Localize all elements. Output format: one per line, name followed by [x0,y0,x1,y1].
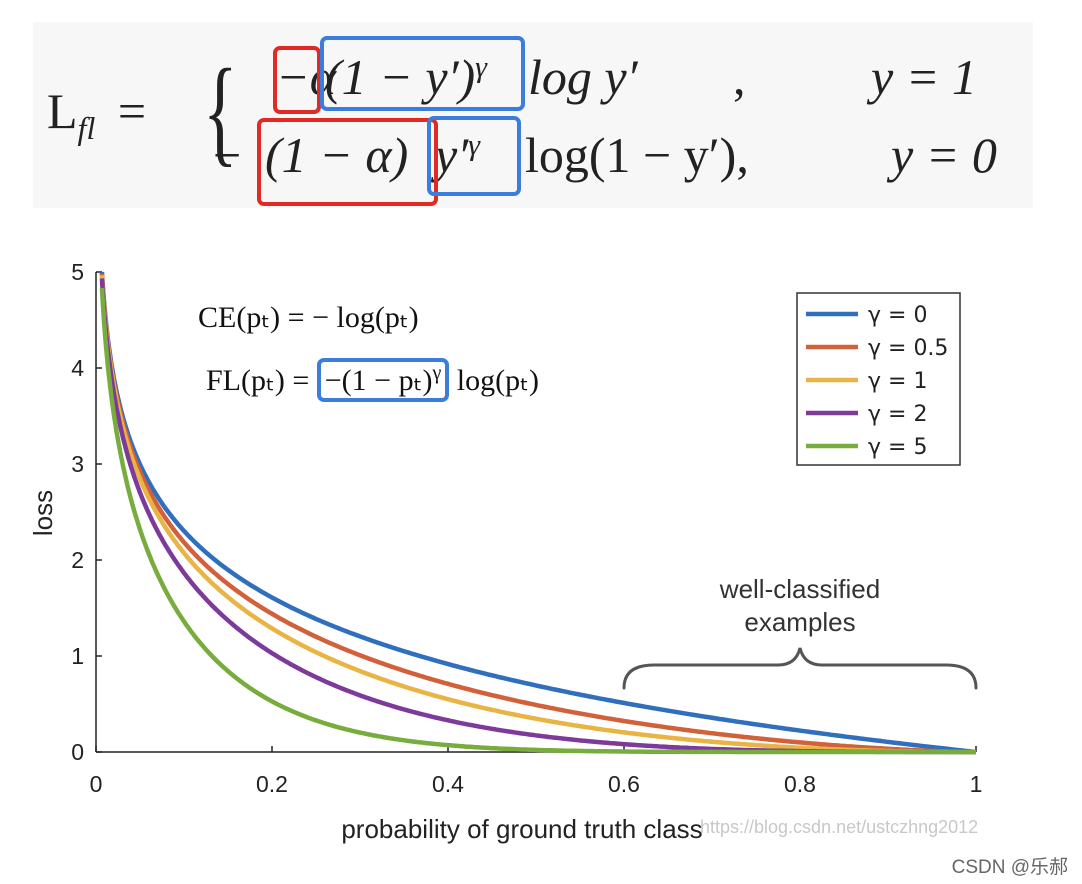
legend-label: γ = 0.5 [868,336,948,361]
annotation-line2: examples [744,607,855,637]
fl-modulating-term: −(1 − pₜ)γ [316,358,450,402]
formula-row1-comma: , [733,49,746,105]
modulating-highlight-box-row1 [320,36,525,111]
series-line-1 [99,272,976,755]
series-line-2 [99,273,976,755]
formula-panel: Lfl = { −α (1 − y′)γ log y′ , y = 1 − (1… [33,22,1033,208]
brace-shape [622,647,978,690]
x-tick-label: 0.8 [784,771,816,797]
y-tick-label: 1 [71,643,84,669]
x-tick-label: 1 [970,771,983,797]
legend-label: γ = 2 [868,402,927,427]
series-line-4 [99,286,976,755]
blog-watermark: https://blog.csdn.net/ustczhng2012 [700,817,979,837]
x-tick-label: 0.4 [432,771,464,797]
formula-lhs: Lfl = [47,83,147,146]
formula-row2-condition: y = 0 [891,127,997,183]
legend: γ = 0 γ = 0.5 γ = 1 γ = 2 γ = 5 [796,292,961,466]
x-tick-label: 0 [90,771,103,797]
y-tick-label: 0 [71,739,84,765]
y-tick-label: 4 [71,355,84,381]
formula-row2-modulating: y′γ [435,127,480,183]
legend-label: γ = 0 [868,303,927,328]
series-lines [99,270,977,755]
formula-row2-neg: − [213,127,242,183]
y-axis-label: loss [28,490,58,536]
tick-labels: 0 0.2 0.4 0.6 0.8 1 0 1 2 3 4 5 [71,259,982,797]
x-tick-label: 0.2 [256,771,288,797]
formula-row1-condition: y = 1 [871,49,977,105]
formula-row2-weight: (1 − α) [265,127,409,183]
formula-row2-log-term: log(1 − y′), [525,127,749,183]
well-classified-annotation: well-classified examples [622,574,978,690]
formula-row1-modulating: (1 − y′)γ [325,49,487,105]
y-tick-label: 3 [71,451,84,477]
annotation-line1: well-classified [719,574,880,604]
fl-formula: FL(pₜ) = −(1 − pₜ)γ log(pₜ) [206,358,539,402]
ce-formula: CE(pₜ) = − log(pₜ) [198,301,419,334]
alpha-highlight-box [273,46,321,114]
formula-brace: { [203,44,238,177]
modulating-highlight-box-row2 [427,116,521,196]
y-tick-label: 2 [71,547,84,573]
x-tick-label: 0.6 [608,771,640,797]
legend-label: γ = 1 [868,369,927,394]
x-axis-label: probability of ground truth class [341,814,702,844]
series-line-0 [99,270,977,755]
y-tick-label: 5 [71,259,84,285]
legend-label: γ = 5 [868,435,927,460]
credit-watermark: CSDN @乐郝 [951,857,1068,878]
formula-row1-log-term: log y′ [528,49,638,105]
alpha-weight-highlight-box [257,118,438,206]
formula-row1-neg-alpha: −α [276,49,336,105]
